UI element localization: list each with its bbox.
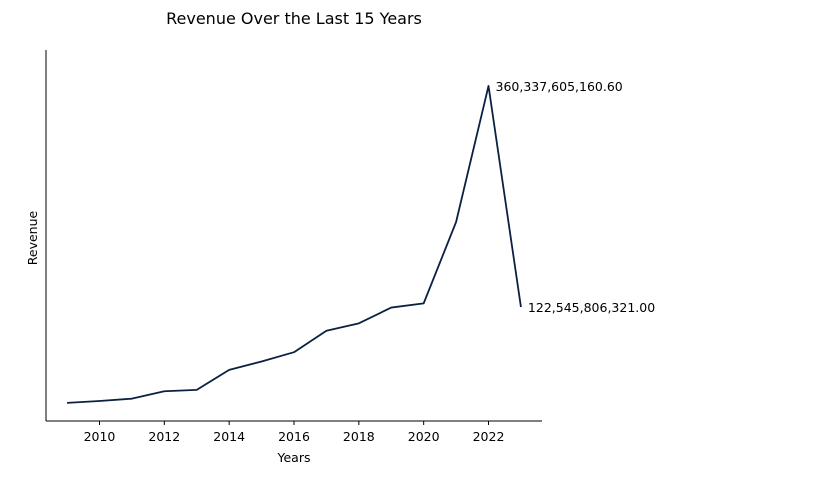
y-axis-label: Revenue [25,210,40,265]
data-label: 122,545,806,321.00 [528,300,655,315]
revenue-series-line [67,85,522,404]
x-tick-label: 2014 [213,429,245,444]
chart-title: Revenue Over the Last 15 Years [166,9,422,28]
x-tick-label: 2018 [343,429,375,444]
data-label: 360,337,605,160.60 [496,79,623,94]
data-annotations: 360,337,605,160.60 122,545,806,321.00 [496,79,656,315]
x-tick-label: 2016 [278,429,310,444]
x-tick-label: 2022 [473,429,505,444]
x-axis-ticks: 2010 2012 2014 2016 2018 2020 2022 [84,421,505,444]
x-axis-label: Years [277,450,311,465]
x-tick-label: 2012 [148,429,180,444]
x-tick-label: 2010 [84,429,116,444]
x-tick-label: 2020 [408,429,440,444]
